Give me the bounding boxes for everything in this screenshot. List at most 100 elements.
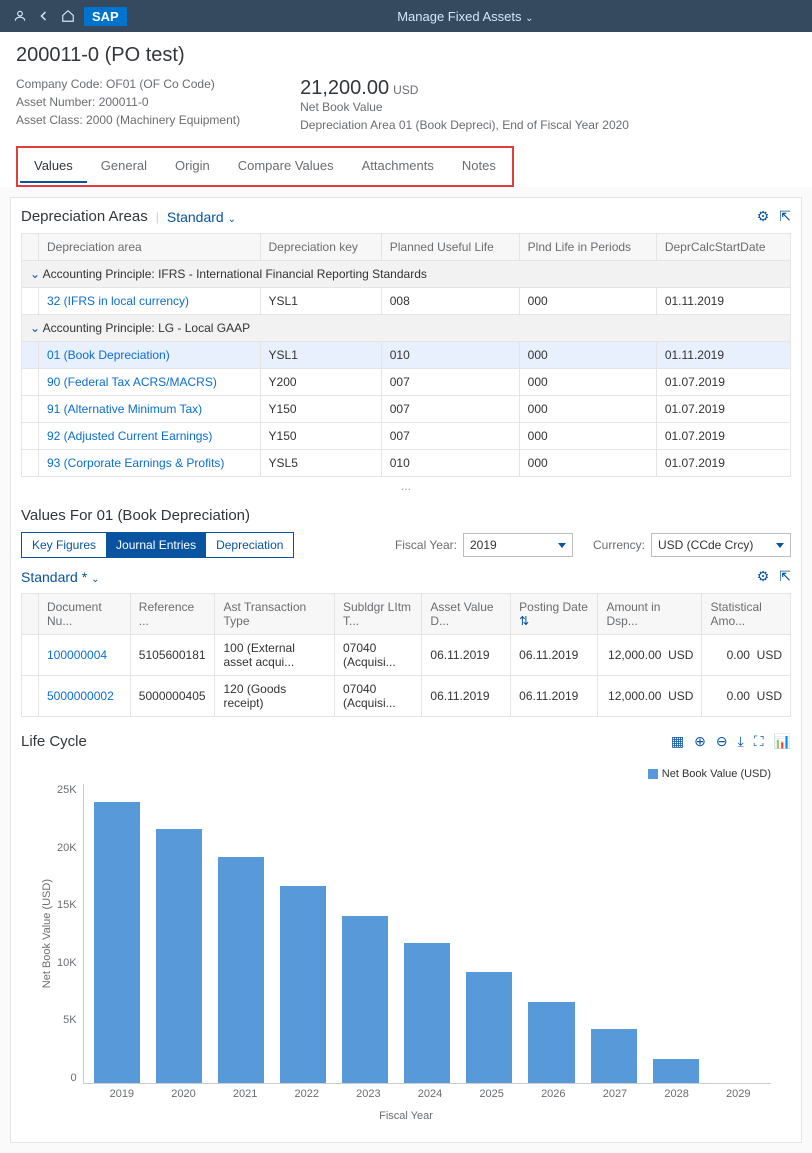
col-ref[interactable]: Reference ... [130,594,215,635]
y-axis: 25K20K15K10K5K0 [57,784,83,1084]
y-axis-label: Net Book Value (USD) [41,879,53,988]
x-tick: 2024 [407,1088,453,1100]
table-row[interactable]: 90 (Federal Tax ACRS/MACRS)Y20000700001.… [22,369,791,396]
bar[interactable] [653,1059,699,1083]
export-icon[interactable]: ⇱ [779,208,791,225]
col-periods[interactable]: Plnd Life in Periods [519,234,656,261]
bar[interactable] [156,829,202,1083]
table-row[interactable]: 01 (Book Depreciation)YSL101000001.11.20… [22,342,791,369]
bar[interactable] [404,943,450,1083]
table-view-icon[interactable]: ▦ [671,733,684,750]
segmented-buttons: Key Figures Journal Entries Depreciation [21,532,294,558]
col-startdate[interactable]: DeprCalcStartDate [656,234,790,261]
depr-area-info: Depreciation Area 01 (Book Depreci), End… [300,118,629,132]
asset-class: Asset Class: 2000 (Machinery Equipment) [16,113,240,127]
col-docnum[interactable]: Document Nu... [39,594,131,635]
company-code: Company Code: OF01 (OF Co Code) [16,77,240,91]
bar[interactable] [591,1029,637,1083]
col-posting[interactable]: Posting Date ⇅ [511,594,598,635]
col-subl[interactable]: Subldgr LItm T... [334,594,421,635]
table-row[interactable]: 32 (IFRS in local currency)YSL100800001.… [22,288,791,315]
currency-select[interactable]: USD (CCde Crcy) [651,533,791,557]
currency-label: Currency: [593,538,645,552]
table-row[interactable]: 91 (Alternative Minimum Tax)Y15000700001… [22,396,791,423]
lifecycle-chart: Net Book Value (USD) Net Book Value (USD… [21,758,791,1132]
chart-icon[interactable]: 📊 [774,733,791,750]
x-tick: 2029 [715,1088,761,1100]
tab-values[interactable]: Values [20,150,87,183]
asset-number: Asset Number: 200011-0 [16,95,240,109]
download-icon[interactable]: ⤓ [738,733,744,750]
depr-title: Depreciation Areas [21,208,148,225]
more-indicator: ... [21,477,791,495]
col-stat[interactable]: Statistical Amo... [702,594,791,635]
tab-notes[interactable]: Notes [448,150,510,183]
x-tick: 2025 [469,1088,515,1100]
zoom-out-icon[interactable]: ⊖ [716,733,728,750]
nbv-currency: USD [393,83,418,97]
fiscal-year-label: Fiscal Year: [395,538,457,552]
shell-title[interactable]: Manage Fixed Assets ⌄ [127,9,804,24]
seg-key-figures[interactable]: Key Figures [22,533,106,557]
page-title: 200011-0 (PO test) [16,44,796,67]
journal-entries-table: Document Nu... Reference ... Ast Transac… [21,593,791,717]
bar[interactable] [466,972,512,1083]
tab-origin[interactable]: Origin [161,150,224,183]
home-icon[interactable] [56,4,80,28]
bar[interactable] [218,857,264,1083]
col-area[interactable]: Depreciation area [39,234,261,261]
back-icon[interactable] [32,4,56,28]
sap-logo: SAP [84,7,127,26]
x-tick: 2021 [222,1088,268,1100]
fullscreen-icon[interactable]: ⛶ [754,733,764,750]
col-life[interactable]: Planned Useful Life [381,234,519,261]
table-row[interactable]: 92 (Adjusted Current Earnings)Y150007000… [22,423,791,450]
table-row[interactable]: 50000000025000000405120 (Goods receipt)0… [22,676,791,717]
seg-journal-entries[interactable]: Journal Entries [106,533,206,557]
legend-label: Net Book Value (USD) [662,768,771,780]
zoom-in-icon[interactable]: ⊕ [694,733,706,750]
standard-variant[interactable]: Standard ⌄ [167,209,236,225]
x-tick: 2023 [346,1088,392,1100]
bar[interactable] [94,802,140,1083]
col-avd[interactable]: Asset Value D... [422,594,511,635]
depreciation-table: Depreciation area Depreciation key Plann… [21,233,791,477]
x-tick: 2028 [654,1088,700,1100]
lifecycle-title: Life Cycle [21,733,87,750]
x-axis-label: Fiscal Year [41,1110,771,1122]
seg-depreciation[interactable]: Depreciation [206,533,293,557]
group-lg[interactable]: ⌄ Accounting Principle: LG - Local GAAP [22,315,791,342]
legend-swatch [648,769,658,779]
col-amount[interactable]: Amount in Dsp... [598,594,702,635]
tab-compare-values[interactable]: Compare Values [224,150,348,183]
user-icon[interactable] [8,4,32,28]
tab-general[interactable]: General [87,150,161,183]
settings-icon[interactable]: ⚙ [757,568,770,585]
x-tick: 2020 [161,1088,207,1100]
nbv-label: Net Book Value [300,100,629,114]
x-tick: 2019 [99,1088,145,1100]
x-tick: 2022 [284,1088,330,1100]
group-ifrs[interactable]: ⌄ Accounting Principle: IFRS - Internati… [22,261,791,288]
sort-icon: ⇅ [519,614,529,628]
bar[interactable] [528,1002,574,1083]
bar[interactable] [280,886,326,1083]
tab-attachments[interactable]: Attachments [348,150,448,183]
col-txtype[interactable]: Ast Transaction Type [215,594,335,635]
settings-icon[interactable]: ⚙ [757,208,770,225]
tab-bar: Values General Origin Compare Values Att… [16,146,514,187]
table-row[interactable]: 1000000045105600181100 (External asset a… [22,635,791,676]
x-tick: 2027 [592,1088,638,1100]
values-title: Values For 01 (Book Depreciation) [21,495,791,532]
col-key[interactable]: Depreciation key [260,234,381,261]
nbv-amount: 21,200.00 [300,77,389,100]
export-icon[interactable]: ⇱ [779,568,791,585]
fiscal-year-select[interactable]: 2019 [463,533,573,557]
bar[interactable] [342,916,388,1083]
standard-variant-2[interactable]: Standard * ⌄ [21,569,99,585]
depreciation-areas-section: Depreciation Areas | Standard ⌄ ⚙ ⇱ Depr… [10,197,802,1143]
shell-header: SAP Manage Fixed Assets ⌄ [0,0,812,32]
table-row[interactable]: 93 (Corporate Earnings & Profits)YSL5010… [22,450,791,477]
x-axis: 2019202020212022202320242025202620272028… [89,1084,771,1104]
object-page-header: 200011-0 (PO test) Company Code: OF01 (O… [0,32,812,187]
